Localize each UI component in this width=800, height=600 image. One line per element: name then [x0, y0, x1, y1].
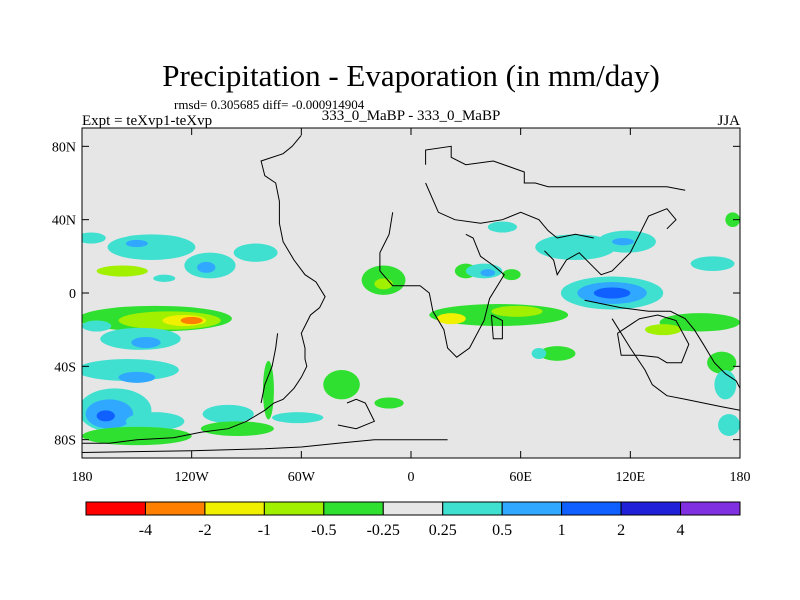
x-tick-label: 180 [72, 470, 93, 485]
x-tick-label: 0 [408, 470, 415, 485]
contour-region-25 [323, 370, 360, 400]
contour-region-22 [202, 404, 254, 424]
colorbar: -4 -2 -1 -0.5 -0.25 0.25 0.5 1 2 4 [85, 501, 741, 539]
colorbar-swatch-10 [680, 501, 741, 516]
colorbar-swatch-4 [323, 501, 384, 516]
coastline-4 [425, 145, 686, 191]
x-tick-label: 180 [730, 470, 751, 485]
y-tick-label: 0 [69, 287, 76, 302]
contour-region-7 [153, 274, 176, 283]
coastline-3 [337, 398, 376, 430]
colorbar-label: -0.5 [311, 522, 336, 539]
colorbar-swatch-3 [263, 501, 325, 516]
x-tick-label: 120E [616, 470, 646, 485]
contour-region-44 [593, 287, 631, 299]
contour-region-19 [96, 410, 115, 422]
contour-region-32 [480, 269, 496, 277]
contour-region-50 [714, 370, 737, 400]
contour-region-34 [502, 269, 521, 281]
chart-title: Precipitation - Evaporation (in mm/day) [162, 58, 660, 93]
contour-region-0 [82, 232, 106, 244]
contour-region-5 [233, 243, 278, 262]
contour-region-46 [644, 324, 682, 336]
case-label: 333_0_MaBP - 333_0_MaBP [322, 108, 501, 124]
x-tick-label: 60W [288, 470, 316, 485]
coastline-7 [490, 314, 503, 340]
coastline-10 [617, 314, 690, 364]
x-tick-label: 120W [175, 470, 210, 485]
colorbar-label: 2 [617, 522, 625, 539]
contour-region-4 [197, 261, 216, 273]
y-tick-label: 80S [54, 434, 76, 449]
y-axis: 80N 40N 0 40S 80S [52, 140, 740, 449]
coastline-5 [425, 182, 594, 239]
coastline-8 [544, 208, 677, 276]
contour-region-24 [200, 421, 274, 436]
colorbar-swatch-0 [85, 501, 146, 516]
contour-region-37 [436, 313, 466, 325]
coastline-6 [379, 212, 505, 358]
contour-region-13 [131, 337, 161, 348]
contour-region-26 [272, 412, 324, 424]
contour-region-52 [725, 212, 740, 228]
contour-region-14 [82, 320, 112, 332]
coastline-1 [82, 439, 448, 453]
contour-region-29 [374, 278, 393, 290]
colorbar-label: 4 [677, 522, 685, 539]
colorbar-label: -1 [258, 522, 271, 539]
contour-region-27 [374, 397, 404, 409]
contour-region-33 [487, 221, 518, 233]
colorbar-label: 1 [558, 522, 566, 539]
colorbar-swatch-8 [561, 501, 622, 516]
y-tick-label: 40N [52, 214, 76, 229]
colorbar-label: -4 [139, 522, 152, 539]
colorbar-swatch-2 [204, 501, 265, 516]
coastline-0 [82, 134, 326, 444]
coastline-2 [260, 333, 279, 404]
colorbar-swatch-5 [382, 501, 444, 516]
contour-region-2 [125, 239, 148, 248]
y-tick-label: 40S [54, 360, 76, 375]
stats-label: rmsd= 0.305685 diff= -0.000914904 [174, 97, 365, 112]
contour-region-49 [707, 351, 737, 374]
contour-region-40 [612, 238, 634, 246]
contour-region-6 [96, 265, 148, 277]
season-label: JJA [717, 113, 740, 129]
coastline-layer [82, 134, 740, 453]
colorbar-swatch-1 [144, 501, 206, 516]
contour-region-15 [82, 359, 179, 381]
y-tick-label: 80N [52, 140, 76, 155]
colorbar-swatch-7 [501, 501, 563, 516]
contour-region-41 [690, 256, 735, 271]
contour-region-48 [531, 348, 547, 359]
contour-fill-layer [82, 212, 740, 446]
contour-region-38 [535, 234, 616, 260]
colorbar-label: -0.25 [367, 522, 400, 539]
colorbar-swatch-6 [442, 501, 503, 516]
contour-region-47 [538, 346, 576, 361]
contour-region-36 [491, 305, 543, 317]
contour-region-20 [125, 412, 185, 431]
experiment-label: Expt = teXvp1-teXvp [82, 113, 212, 129]
contour-region-1 [107, 234, 196, 260]
coastline-11 [611, 318, 740, 411]
contour-region-16 [118, 371, 156, 383]
colorbar-label: -2 [198, 522, 211, 539]
colorbar-label: 0.5 [492, 522, 512, 539]
contour-region-21 [82, 426, 192, 446]
coastline-9 [584, 299, 740, 389]
x-axis: 180 120W 60W 0 60E 120E 180 [72, 128, 751, 485]
colorbar-swatch-9 [620, 501, 682, 516]
contour-region-11 [180, 316, 203, 325]
colorbar-label: 0.25 [429, 522, 457, 539]
x-tick-label: 60E [509, 470, 532, 485]
contour-region-51 [718, 414, 740, 436]
